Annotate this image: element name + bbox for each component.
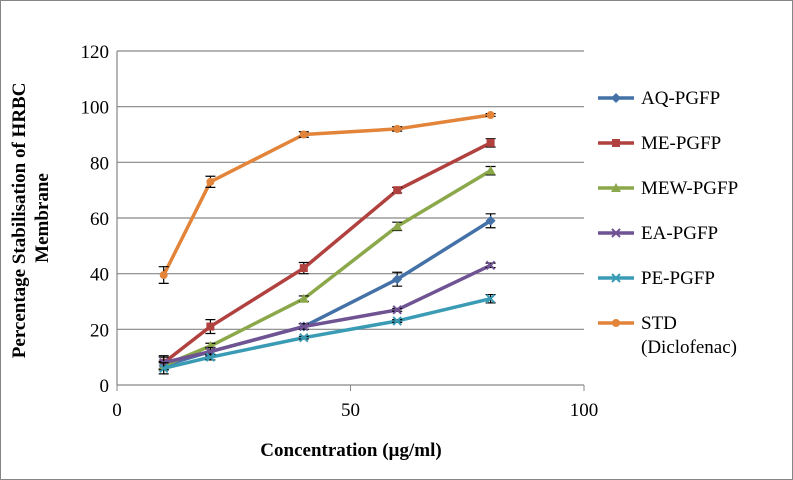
gridlines: [117, 50, 584, 330]
y-axis-label-line-1: Percentage Stabilisation of HRBC: [9, 83, 30, 359]
legend-marker: [611, 273, 621, 283]
legend-label: AQ-PGFP: [641, 88, 720, 109]
legend-marker: [612, 319, 620, 327]
data-point: [392, 274, 403, 285]
legend-item: ME-PGFP: [598, 133, 721, 154]
legend-marker: [612, 139, 620, 147]
data-point: [206, 322, 215, 331]
y-tick-label: 120: [81, 42, 110, 63]
data-point: [299, 321, 309, 332]
legend-label: STD (Diclofenac): [641, 313, 737, 358]
y-tick-label: 20: [90, 320, 109, 341]
data-point: [206, 177, 215, 186]
x-tick-label: 0: [112, 400, 122, 421]
legend-label: EA-PGFP: [641, 223, 718, 244]
data-point: [299, 332, 309, 343]
data-point: [392, 221, 403, 231]
legend-marker: [611, 183, 621, 192]
legend-item: PE-PGFP: [598, 268, 715, 289]
data-point: [298, 293, 309, 303]
data-point: [205, 352, 216, 362]
legend-marker: [611, 228, 621, 238]
series-line: [163, 169, 492, 368]
y-axis-label-line-2: Membrane: [32, 173, 53, 263]
data-point: [393, 124, 402, 133]
data-point: [486, 111, 495, 120]
data-point: [393, 186, 402, 195]
data-point: [392, 316, 402, 326]
legend: AQ-PGFP ME-PGFP MEW-PGFP EA-PGFP PE-PGFP STD(…: [598, 88, 738, 358]
y-tick-label: 100: [81, 98, 110, 119]
y-tick-label: 40: [90, 265, 109, 286]
y-tick-label: 0: [100, 376, 110, 397]
x-tick-label: 50: [341, 400, 360, 421]
data-point: [392, 305, 402, 315]
data-point: [485, 165, 496, 175]
legend-item: EA-PGFP: [598, 223, 718, 244]
legend-label: PE-PGFP: [641, 268, 715, 289]
legend-marker: [611, 93, 621, 103]
series-pe-pgfp: [158, 293, 496, 375]
data-point: [158, 363, 169, 374]
data-point: [299, 130, 308, 139]
data-point: [299, 264, 308, 273]
series-mew-pgfp: [158, 165, 496, 371]
legend-label: MEW-PGFP: [641, 178, 738, 199]
y-axis-label: Percentage Stabilisation of HRBC Membran…: [9, 78, 53, 358]
legend-item: STD (Diclofenac): [598, 313, 737, 358]
data-point: [486, 138, 495, 147]
legend-item: MEW-PGFP: [598, 178, 738, 199]
data-point: [159, 271, 168, 280]
y-tick-label: 80: [90, 153, 109, 174]
series-group: [158, 111, 496, 375]
series-std: [158, 111, 496, 285]
x-axis-label: Concentration (µg/ml): [260, 440, 441, 461]
y-tick-label: 60: [90, 209, 109, 230]
x-tick-label: 100: [570, 400, 599, 421]
legend-item: AQ-PGFP: [598, 88, 720, 109]
data-point: [485, 294, 496, 304]
data-point: [485, 215, 496, 226]
data-point: [485, 260, 496, 271]
axes: 0 20 40 60 80 100 120 0 50 100: [81, 42, 599, 421]
legend-label: ME-PGFP: [641, 133, 721, 154]
